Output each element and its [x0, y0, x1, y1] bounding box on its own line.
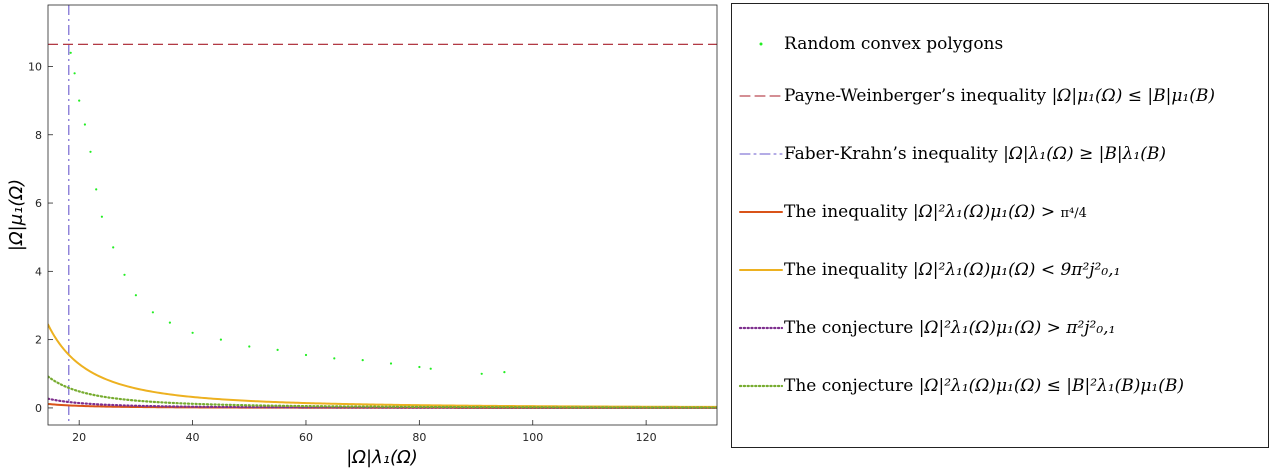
legend-label-text: The inequality [784, 260, 913, 280]
scatter-point [134, 294, 137, 297]
scatter-point [112, 246, 115, 249]
curve-6 [48, 375, 717, 409]
x-tick-label: 100 [522, 431, 543, 444]
scatter-point [83, 123, 86, 126]
scatter-point [191, 331, 194, 334]
legend: Random convex polygons Payne-Weinberger’s… [731, 3, 1269, 448]
y-tick-label: 6 [35, 197, 42, 210]
legend-item: Faber-Krahn’s inequality |Ω|λ₁(Ω) ≥ |B|λ… [732, 134, 1268, 174]
legend-item: Payne-Weinberger’s inequality |Ω|μ₁(Ω) ≤… [732, 76, 1268, 116]
legend-symbol [759, 42, 763, 46]
x-tick-label: 40 [186, 431, 200, 444]
y-tick-label: 10 [28, 60, 42, 73]
scatter-point [89, 150, 92, 153]
chart: 20 40 60 80 100 120 0 2 4 6 8 10 |Ω|λ₁(Ω) |Ω|μ₁(Ω) [6, 4, 718, 468]
x-tick-label: 60 [299, 431, 313, 444]
legend-label: The conjecture |Ω|²λ₁(Ω)μ₁(Ω) ≤ |B|²λ₁(B… [784, 366, 1184, 406]
legend-symbol [738, 384, 784, 388]
plot-area [48, 5, 717, 425]
y-tick-label: 0 [35, 402, 42, 415]
legend-label-text: The conjecture [784, 376, 919, 396]
legend-item: Random convex polygons [732, 24, 1268, 64]
legend-label-math: |Ω|²λ₁(Ω)μ₁(Ω) < 9π²j²₀,₁ [912, 260, 1121, 280]
scatter-point [333, 357, 336, 360]
legend-label-text: Faber-Krahn’s inequality [784, 144, 1004, 164]
scatter-point [123, 273, 126, 276]
legend-label-math: |Ω|²λ₁(Ω)μ₁(Ω) ≤ |B|²λ₁(B)μ₁(B) [918, 376, 1185, 396]
scatter-point [361, 359, 364, 362]
legend-label-math: |Ω|λ₁(Ω) ≥ |B|λ₁(B) [1003, 144, 1166, 164]
y-tick-label: 8 [35, 129, 42, 142]
x-tick-label: 80 [412, 431, 426, 444]
legend-label-fraction: π⁴/4 [1060, 206, 1087, 221]
y-axis-label: |Ω|μ₁(Ω) [6, 179, 27, 251]
legend-item: The conjecture |Ω|²λ₁(Ω)μ₁(Ω) > π²j²₀,₁ [732, 308, 1268, 348]
x-axis: 20 40 60 80 100 120 [72, 420, 657, 444]
x-axis-label: |Ω|λ₁(Ω) [346, 447, 418, 468]
scatter-point [276, 348, 279, 351]
legend-item: The inequality |Ω|²λ₁(Ω)μ₁(Ω) > π⁴/4 [732, 192, 1268, 232]
scatter-point [78, 99, 81, 102]
scatter-point [503, 371, 506, 374]
legend-label: Random convex polygons [784, 24, 1003, 64]
legend-label: Faber-Krahn’s inequality |Ω|λ₁(Ω) ≥ |B|λ… [784, 134, 1166, 174]
legend-symbol [739, 269, 783, 271]
legend-symbol [738, 326, 784, 330]
scatter-point [69, 51, 72, 54]
legend-label: The conjecture |Ω|²λ₁(Ω)μ₁(Ω) > π²j²₀,₁ [784, 308, 1115, 348]
legend-label-text: Random convex polygons [784, 34, 1004, 54]
legend-symbol [739, 153, 783, 155]
scatter-point [248, 345, 251, 348]
scatter-point [429, 367, 432, 370]
legend-label-math: |Ω|²λ₁(Ω)μ₁(Ω) > π²j²₀,₁ [918, 318, 1116, 338]
legend-symbol [739, 211, 783, 213]
legend-label: The inequality |Ω|²λ₁(Ω)μ₁(Ω) < 9π²j²₀,₁ [784, 250, 1120, 290]
legend-label-math: |Ω|²λ₁(Ω)μ₁(Ω) > [912, 202, 1061, 222]
y-tick-label: 4 [35, 265, 42, 278]
x-tick-label: 120 [636, 431, 657, 444]
legend-symbol [739, 95, 783, 97]
scatter-point [95, 188, 98, 191]
scatter-point [151, 311, 154, 314]
scatter-point [480, 372, 483, 375]
legend-item: The conjecture |Ω|²λ₁(Ω)μ₁(Ω) ≤ |B|²λ₁(B… [732, 366, 1268, 406]
legend-label-text: The inequality [784, 202, 913, 222]
legend-label: The inequality |Ω|²λ₁(Ω)μ₁(Ω) > π⁴/4 [784, 192, 1087, 232]
series-random-convex-polygons [69, 51, 506, 375]
scatter-point [100, 215, 103, 218]
legend-label-text: The conjecture [784, 318, 919, 338]
legend-label-math: |Ω|μ₁(Ω) ≤ |B|μ₁(B) [1051, 86, 1215, 106]
legend-item: The inequality |Ω|²λ₁(Ω)μ₁(Ω) < 9π²j²₀,₁ [732, 250, 1268, 290]
scatter-point [168, 321, 171, 324]
scatter-point [389, 362, 393, 365]
plot-marks [48, 5, 717, 425]
legend-label-text: Payne-Weinberger’s inequality [784, 86, 1052, 106]
x-tick-label: 20 [72, 431, 86, 444]
legend-label: Payne-Weinberger’s inequality |Ω|μ₁(Ω) ≤… [784, 76, 1215, 116]
y-axis: 0 2 4 6 8 10 [28, 60, 53, 415]
scatter-point [73, 72, 76, 75]
scatter-point [418, 365, 421, 369]
y-tick-label: 2 [35, 334, 42, 347]
plot-frame [47, 4, 718, 426]
scatter-point [219, 338, 222, 341]
scatter-point [304, 353, 308, 357]
